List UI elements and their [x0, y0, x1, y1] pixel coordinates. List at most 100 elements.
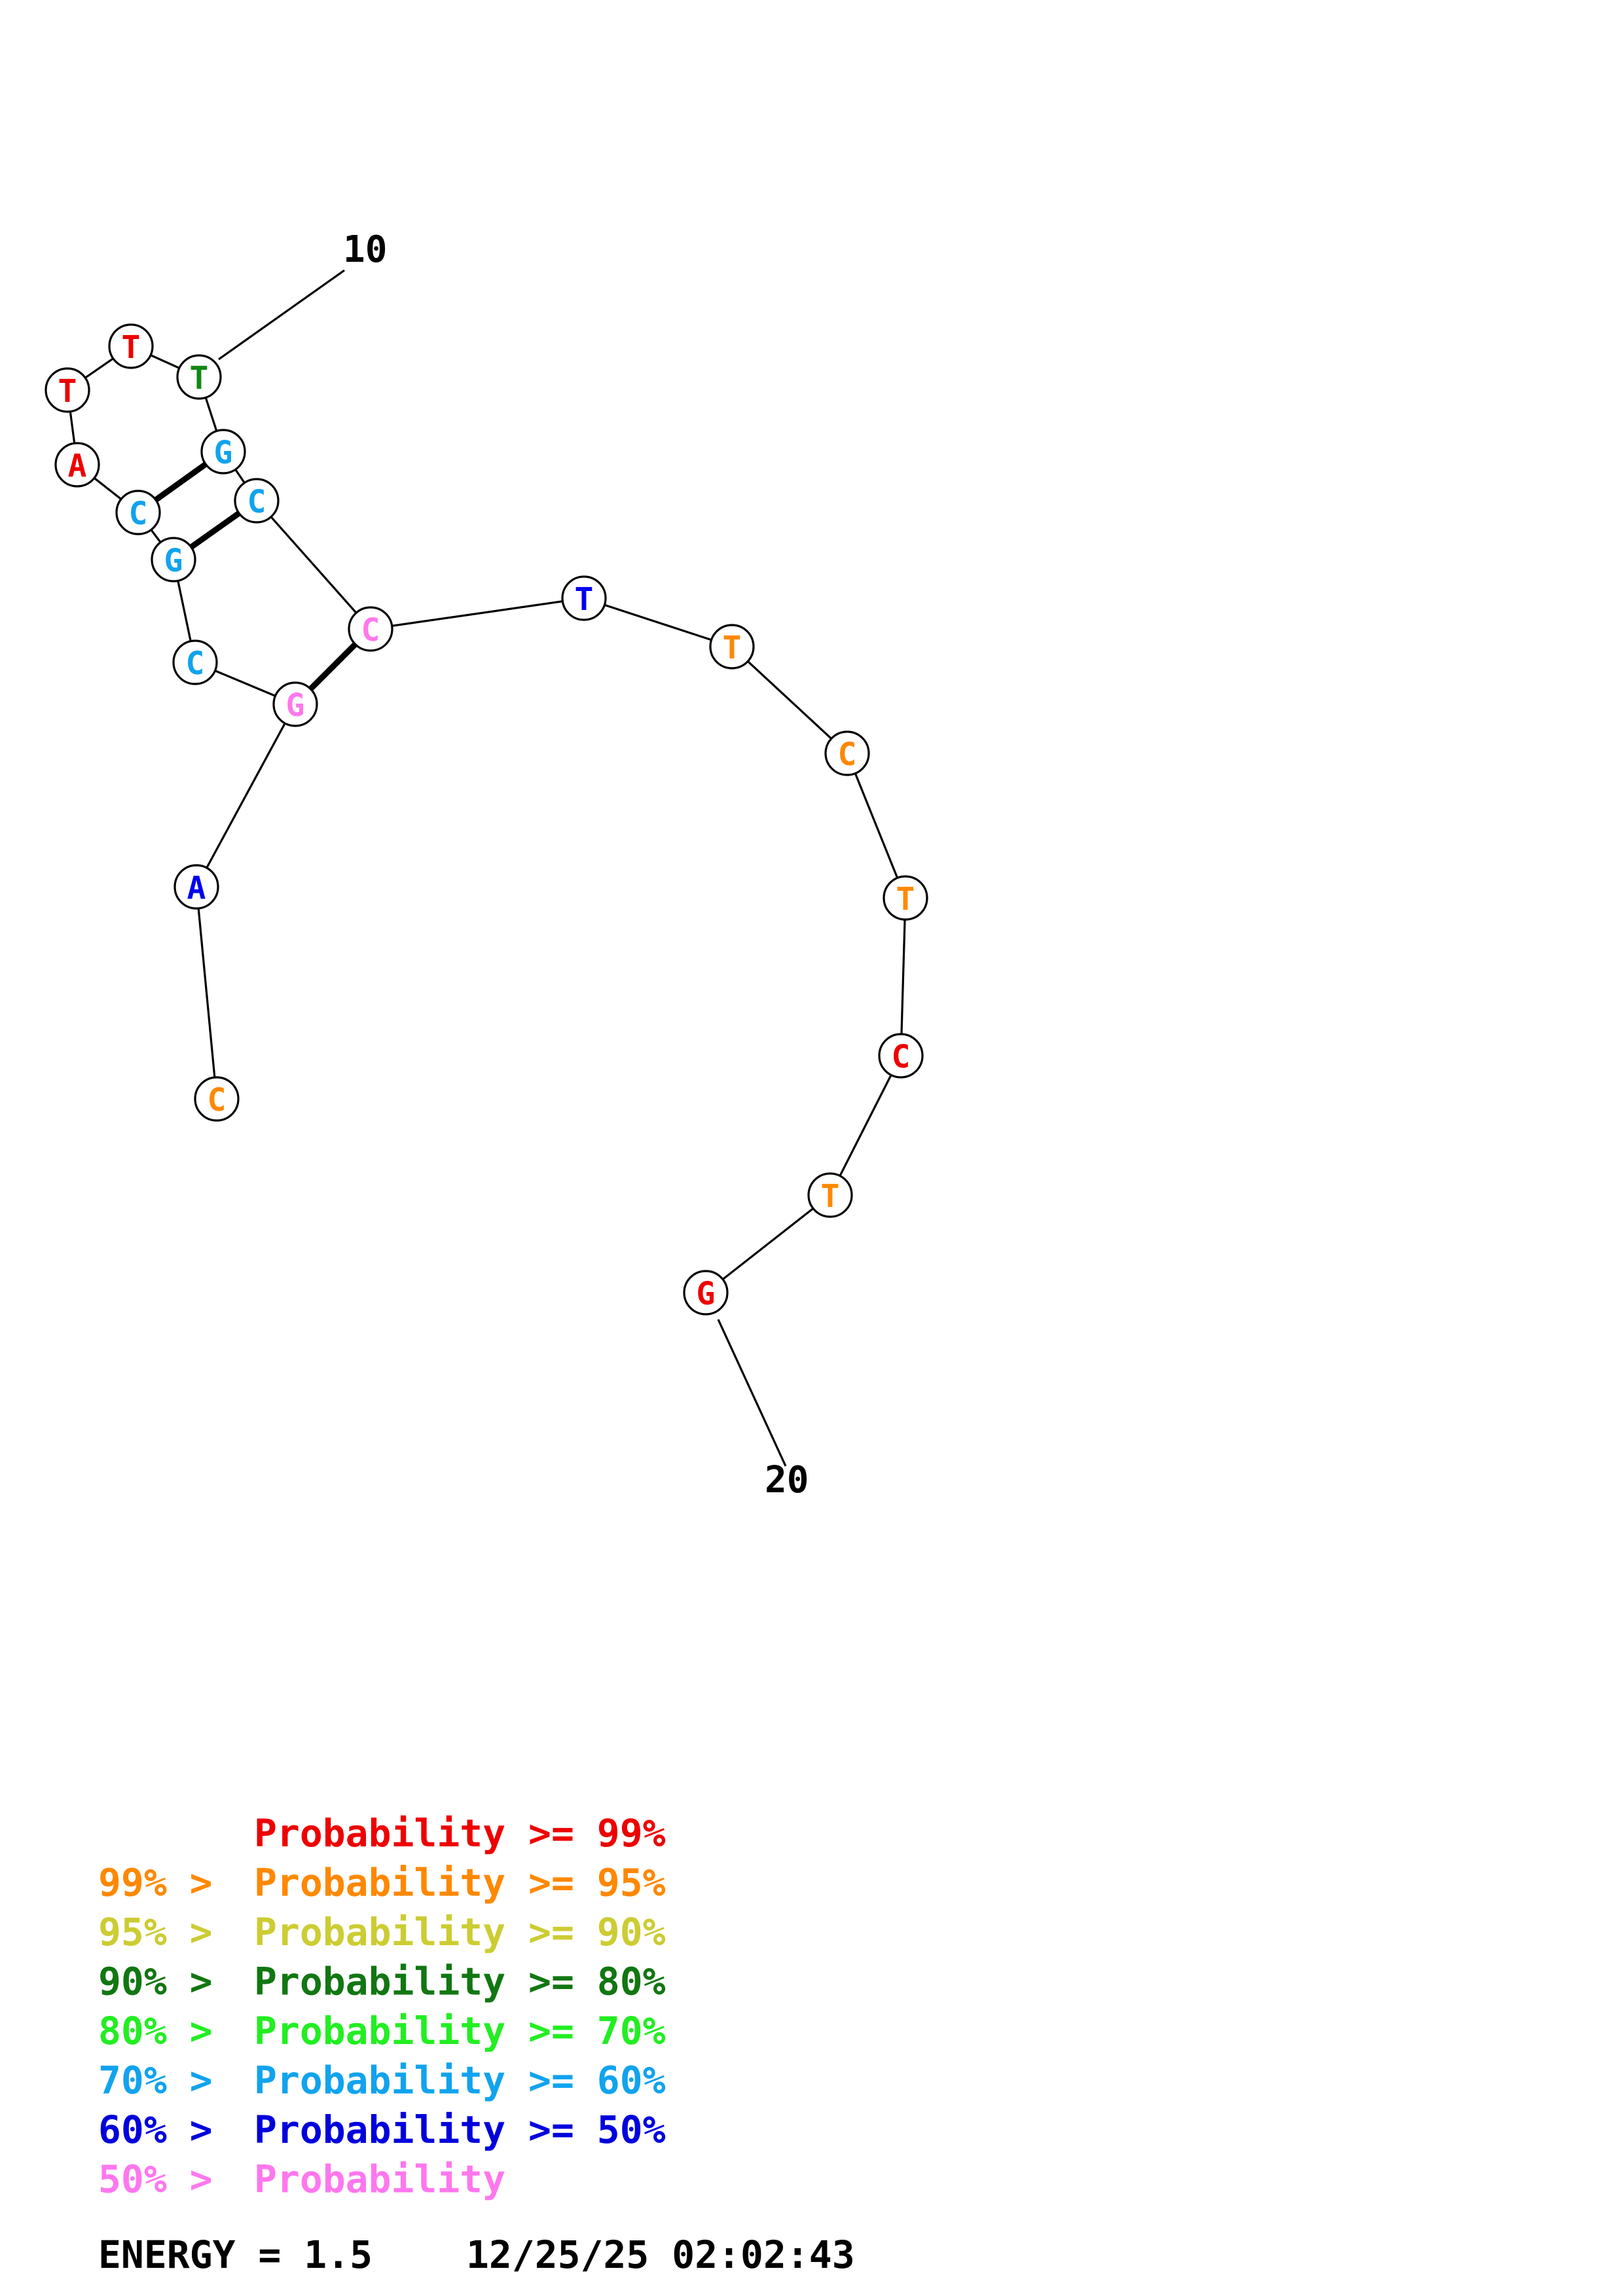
nucleotide-circle	[709, 624, 755, 670]
legend-threshold-lower: >= 95%	[505, 1861, 666, 1905]
nucleotide: T	[709, 624, 755, 670]
legend-row: 80% > Probability >= 70%	[98, 2009, 666, 2053]
nucleotide-circle	[824, 730, 870, 776]
legend-label: Probability	[254, 2108, 505, 2152]
legend-label: Probability	[254, 1861, 505, 1905]
backbone-link	[829, 1055, 902, 1196]
legend-label: Probability	[254, 1811, 505, 1856]
position-label-10: 10	[343, 228, 387, 271]
legend-threshold-lower: >= 80%	[505, 1960, 666, 2004]
nucleotide-base-letter: G	[697, 1276, 716, 1312]
nucleotide-base-letter: C	[208, 1082, 227, 1119]
legend-threshold-upper: 90% >	[98, 1960, 236, 2004]
nucleotide-circle	[561, 575, 607, 621]
nucleotide-base-letter: C	[892, 1039, 911, 1075]
legend-row: 70% > Probability >= 60%	[98, 2058, 666, 2103]
legend-threshold-lower: >= 60%	[505, 2058, 666, 2103]
legend-threshold-lower: >= 90%	[505, 1910, 666, 1954]
backbone-link	[195, 886, 218, 1100]
nucleotide-base-letter: T	[723, 630, 742, 666]
nucleotide: G	[272, 681, 318, 727]
nucleotide-base-letter: A	[187, 870, 206, 906]
legend-threshold-upper: 50% >	[98, 2157, 236, 2202]
position-label-20: 20	[765, 1459, 809, 1501]
backbone-link	[731, 645, 848, 755]
nucleotide: T	[561, 575, 607, 621]
nucleotide: C	[348, 606, 393, 652]
nucleotide: C	[194, 1076, 240, 1122]
nucleotide: G	[151, 537, 196, 583]
legend-threshold-lower: >= 99%	[505, 1811, 666, 1856]
nucleotide-base-letter: G	[286, 687, 305, 724]
nucleotide-circle	[54, 442, 100, 488]
nucleotide: C	[172, 639, 218, 685]
legend-threshold-lower: >= 70%	[505, 2009, 666, 2053]
nucleotide-circle	[115, 490, 161, 535]
nucleotide: T	[108, 323, 154, 369]
nucleotide-base-letter: T	[821, 1178, 840, 1215]
nucleotide-base-letter: C	[129, 495, 148, 532]
timestamp: 12/25/25 02:02:43	[466, 2233, 855, 2277]
nucleotide-circle	[883, 875, 928, 921]
nucleotide: T	[176, 354, 222, 400]
nucleotide-circle	[45, 367, 90, 413]
backbone-link	[900, 897, 907, 1056]
nucleotide-circle	[348, 606, 393, 652]
nucleotide: G	[683, 1270, 729, 1316]
backbone-link	[705, 1194, 831, 1294]
legend-row: 90% > Probability >= 80%	[98, 1960, 666, 2004]
nucleotide: T	[883, 875, 928, 921]
legend-threshold-upper: 80% >	[98, 2009, 236, 2053]
legend-label: Probability	[254, 1910, 505, 1954]
nucleotide-circle	[194, 1076, 240, 1122]
nucleotide-circle	[200, 429, 246, 475]
energy-value: ENERGY = 1.5	[98, 2233, 373, 2277]
nucleotide-base-letter: T	[190, 360, 209, 397]
nucleotide: A	[54, 442, 100, 488]
backbone-link	[255, 499, 372, 630]
probability-legend: Probability >= 99% 99% > Probability >= 9…	[98, 1811, 666, 2202]
nucleotide-base-letter: G	[214, 435, 233, 471]
nucleotide-circle	[878, 1033, 924, 1079]
nucleotide-base-letter: T	[58, 373, 77, 410]
legend-row: 99% > Probability >= 95%	[98, 1861, 666, 1905]
nucleotide: G	[200, 429, 246, 475]
backbone-link	[583, 597, 733, 648]
nucleotide: C	[824, 730, 870, 776]
legend-row: 60% > Probability >= 50%	[98, 2108, 666, 2152]
legend-label: Probability	[254, 1960, 505, 2004]
nucleotide-base-letter: A	[68, 448, 87, 484]
legend-row: 95% > Probability >= 90%	[98, 1910, 666, 1954]
nucleotide: C	[115, 490, 161, 535]
backbone-link	[846, 753, 907, 899]
nucleotide-circle	[234, 478, 280, 524]
legend-threshold-upper: 60% >	[98, 2108, 236, 2152]
nucleotide-circle	[172, 639, 218, 685]
backbone-link	[195, 704, 297, 888]
nucleotide: C	[234, 478, 280, 524]
nucleotide-circle	[807, 1172, 853, 1218]
nucleotide: T	[45, 367, 90, 413]
position-10-tick	[218, 269, 345, 361]
legend-threshold-upper: 99% >	[98, 1861, 236, 1905]
legend-row: Probability >= 99%	[254, 1811, 666, 1856]
nucleotide-circle	[173, 864, 219, 910]
legend-label: Probability	[254, 2009, 505, 2053]
legend-label: Probability	[254, 2157, 505, 2202]
nucleotide: A	[173, 864, 219, 910]
position-20-tick	[717, 1319, 787, 1467]
nucleotide-base-letter: C	[361, 612, 380, 649]
nucleotide-base-letter: T	[575, 581, 594, 618]
legend-row: 50% > Probability	[98, 2157, 505, 2202]
nucleotide: C	[878, 1033, 924, 1079]
nucleotide-base-letter: G	[164, 543, 183, 579]
backbone-link	[370, 597, 585, 630]
nucleotide-base-letter: C	[247, 484, 266, 520]
nucleotide-circle	[108, 323, 154, 369]
nucleotide-circle	[176, 354, 222, 400]
legend-label: Probability	[254, 2058, 505, 2103]
nucleotide-base-letter: C	[838, 736, 857, 773]
nucleotide-base-letter: T	[122, 329, 141, 366]
